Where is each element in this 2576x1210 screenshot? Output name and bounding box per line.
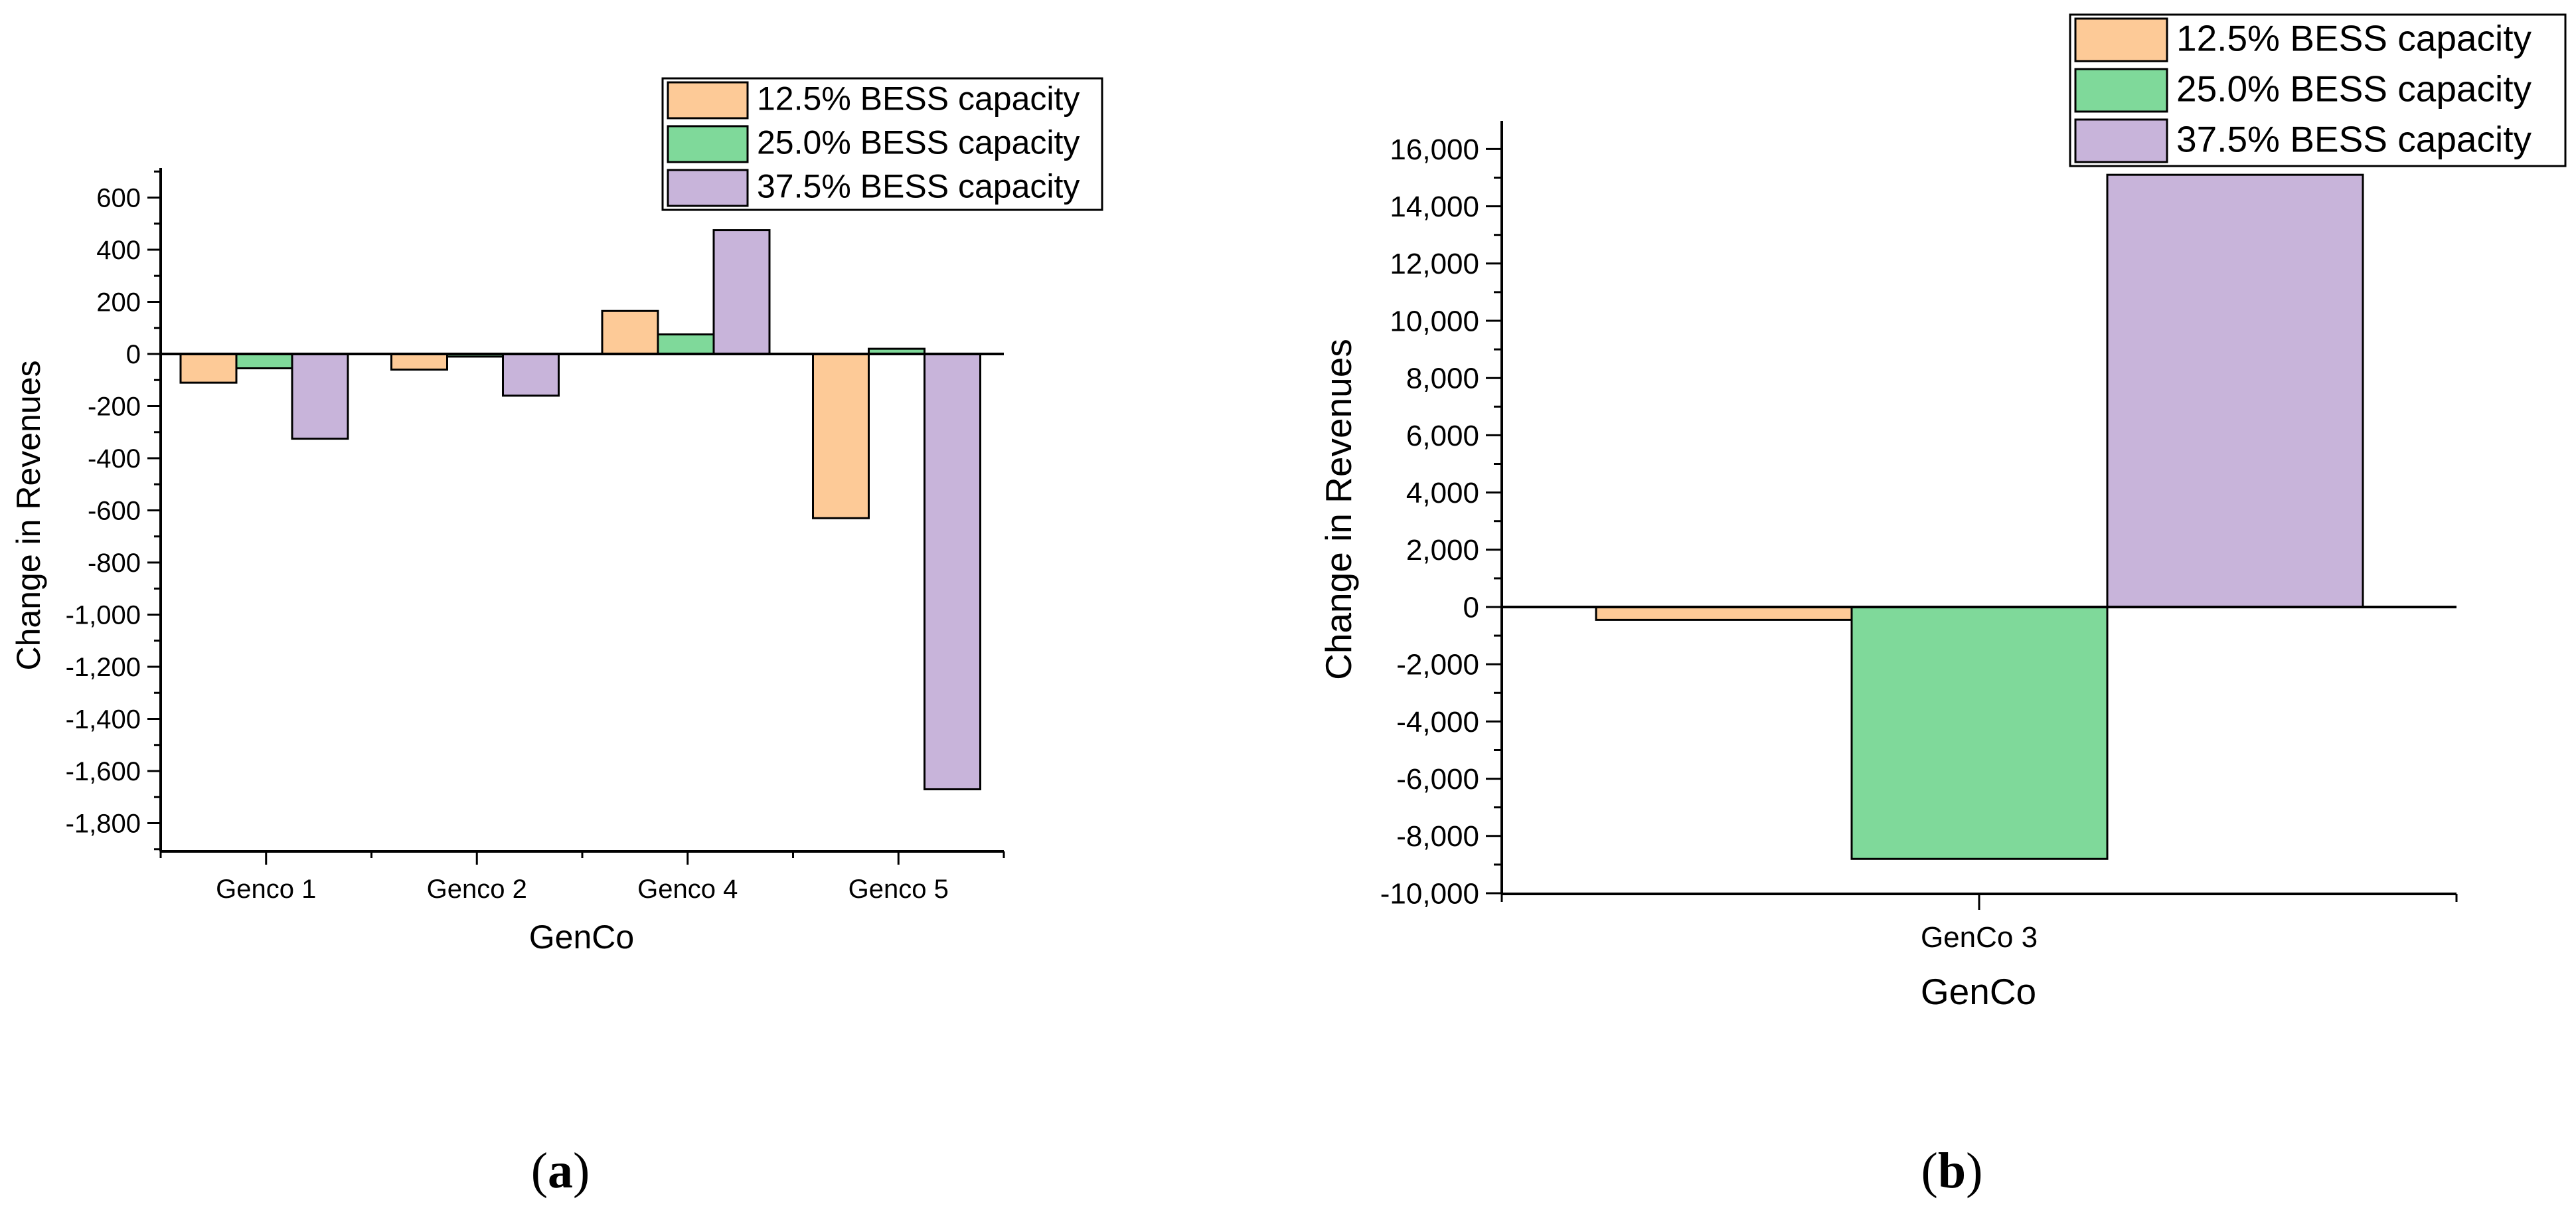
panel-a-xtick-label: Genco 4 xyxy=(637,875,738,904)
panel-a-ytick-label: -1,600 xyxy=(66,757,141,786)
panel-a-bar xyxy=(601,309,659,355)
panel-a-legend-label: 25.0% BESS capacity xyxy=(757,124,1080,161)
panel-b-ytick-label: 14,000 xyxy=(1390,191,1479,223)
panel-a-ylabel: Change in Revenues xyxy=(10,361,47,671)
panel-b-xlabel: GenCo xyxy=(1921,971,2036,1012)
panel-a-bar xyxy=(502,353,560,397)
panel-b-legend-swatch xyxy=(2074,118,2168,163)
panel-a-ytick-label: -1,000 xyxy=(66,601,141,630)
panel-b-ytick-label: 4,000 xyxy=(1406,477,1479,509)
panel-a-chart: Change in Revenues GenCo 600 400 200 0 -200 -… xyxy=(10,77,1103,956)
panel-a-xtick-label: Genco 5 xyxy=(848,875,949,904)
panel-b-ytick-label: -2,000 xyxy=(1396,649,1479,681)
panel-a-xtick-label: Genco 2 xyxy=(427,875,527,904)
panel-a-bar xyxy=(291,353,349,440)
panel-b-legend-swatch xyxy=(2074,68,2168,113)
panel-a-legend-swatch xyxy=(667,81,749,120)
panel-b-ytick-label: -10,000 xyxy=(1380,877,1479,910)
panel-b-ylabel: Change in Revenues xyxy=(1318,339,1359,680)
panel-b-ytick-label: 16,000 xyxy=(1390,133,1479,166)
panel-a-bar xyxy=(812,353,870,519)
panel-a-caption-letter: a xyxy=(548,1143,573,1199)
panel-b-ytick-label: 10,000 xyxy=(1390,305,1479,337)
panel-a-bar xyxy=(712,229,771,355)
panel-a-legend-swatch xyxy=(667,169,749,207)
panel-a-ytick-label: -400 xyxy=(88,444,141,474)
panel-b-bar xyxy=(2106,173,2364,608)
panel-a-ytick-label: -800 xyxy=(88,549,141,578)
panel-b-ytick-label: -8,000 xyxy=(1396,820,1479,853)
panel-b-ytick-label: 6,000 xyxy=(1406,420,1479,452)
panel-a-ytick-label: 0 xyxy=(126,340,141,369)
panel-a-bar xyxy=(235,353,293,370)
panel-a-bar xyxy=(390,353,448,371)
panel-a-ytick-label: -1,200 xyxy=(66,653,141,682)
panel-a-bar xyxy=(657,333,715,355)
panel-a-ytick-label: -600 xyxy=(88,497,141,526)
panel-b-legend-label: 25.0% BESS capacity xyxy=(2176,68,2532,110)
panel-a-xtick-label: Genco 1 xyxy=(216,875,316,904)
panel-a-bar xyxy=(924,353,981,790)
panel-a-ytick-label: -1,800 xyxy=(66,810,141,839)
panel-a-legend-label: 12.5% BESS capacity xyxy=(757,80,1080,118)
panel-a-ytick-label: 200 xyxy=(96,288,141,317)
panel-a-ytick-label: -200 xyxy=(88,392,141,422)
panel-a-legend-label: 37.5% BESS capacity xyxy=(757,168,1080,205)
panel-b-ytick-label: 0 xyxy=(1463,591,1479,624)
panel-a-ytick-label: 400 xyxy=(96,236,141,265)
panel-b-ytick-label: 8,000 xyxy=(1406,363,1479,395)
panel-a-ytick-label: -1,400 xyxy=(66,705,141,735)
panel-b-bar xyxy=(1850,606,2109,860)
panel-b-xtick-label: GenCo 3 xyxy=(1921,921,2038,954)
panel-b-chart: Change in Revenues GenCo 16,000 14,000 12,… xyxy=(1318,13,2567,1012)
panel-b-legend-label: 37.5% BESS capacity xyxy=(2176,119,2532,160)
panel-b-caption-letter: b xyxy=(1938,1143,1966,1199)
panel-b-ytick-label: 2,000 xyxy=(1406,534,1479,566)
panel-a-ytick-label: 600 xyxy=(96,184,141,213)
panel-b-bar xyxy=(1595,606,1853,621)
panel-a-legend-swatch xyxy=(667,125,749,163)
panel-a-caption: (a) xyxy=(531,1143,590,1199)
panel-b-legend-label: 12.5% BESS capacity xyxy=(2176,18,2532,59)
panel-a-xlabel: GenCo xyxy=(529,918,634,956)
panel-b-ytick-label: 12,000 xyxy=(1390,248,1479,280)
panel-b-ytick-label: -4,000 xyxy=(1396,706,1479,738)
panel-b-caption: (b) xyxy=(1921,1143,1983,1199)
panel-a-bar xyxy=(179,353,238,384)
panel-b-legend-swatch xyxy=(2074,17,2168,62)
panel-b-ytick-label: -6,000 xyxy=(1396,763,1479,796)
